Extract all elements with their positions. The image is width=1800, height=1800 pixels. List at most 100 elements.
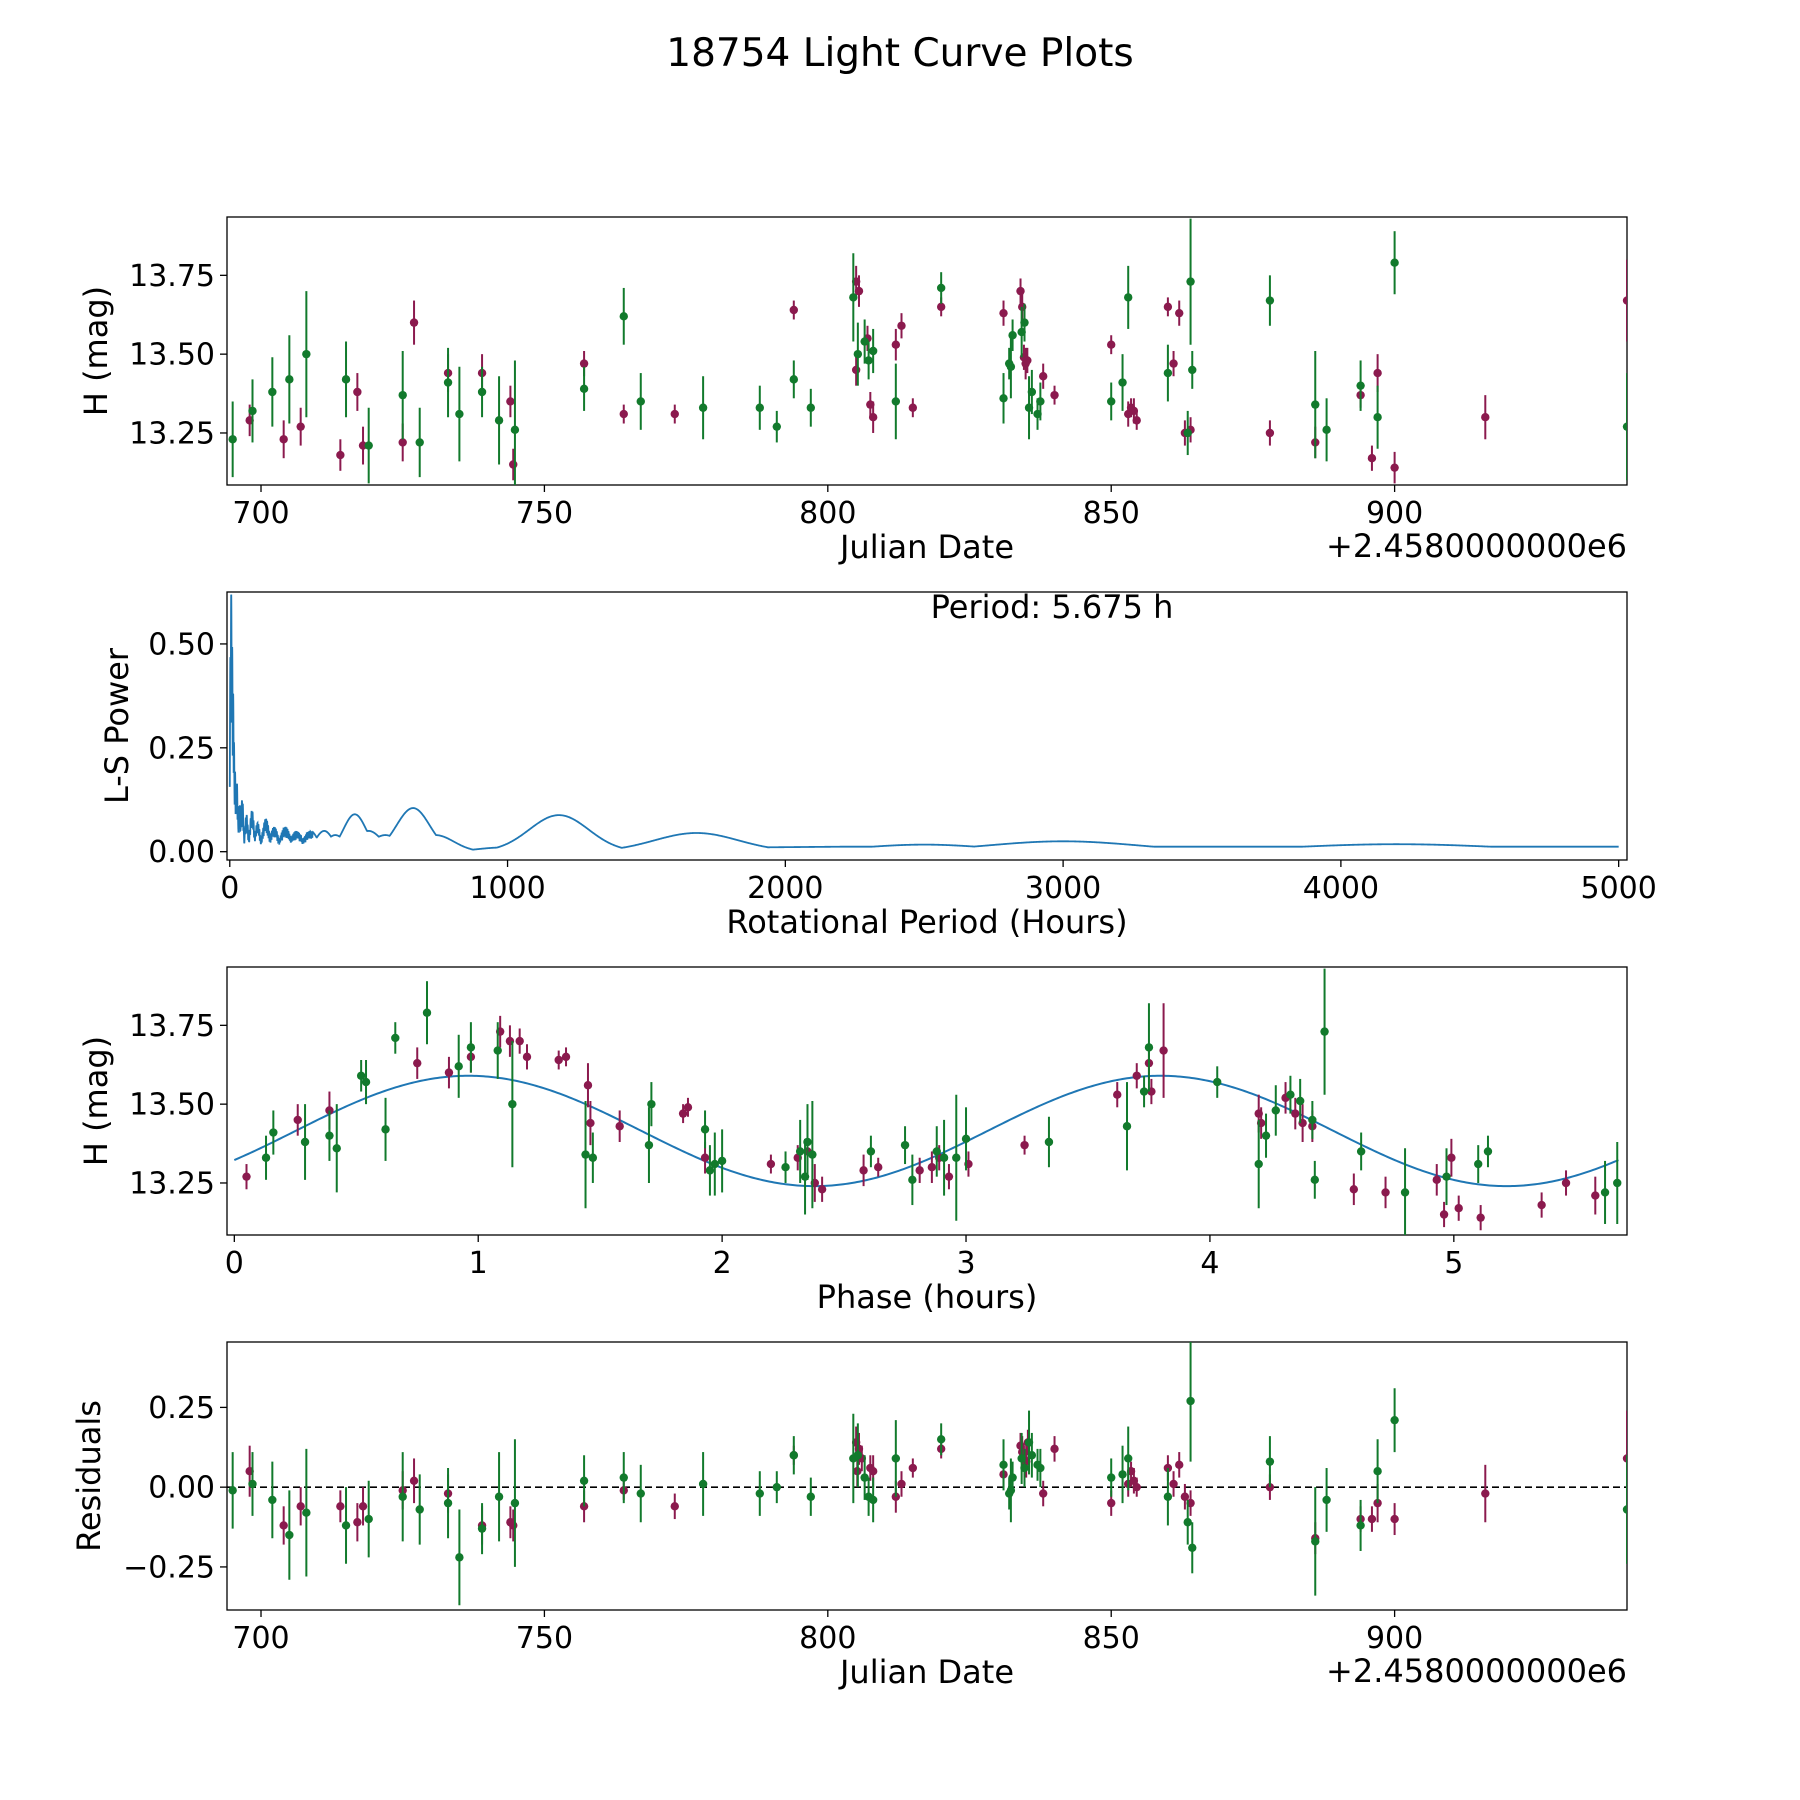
data-point [1311, 1537, 1320, 1546]
data-point [1163, 368, 1173, 378]
data-point [1008, 1473, 1017, 1482]
data-point [944, 1172, 954, 1181]
data-point [579, 384, 589, 394]
data-point [398, 438, 407, 447]
data-point [644, 1140, 654, 1150]
data-point [1390, 463, 1399, 472]
data-point [849, 293, 858, 302]
data-point [510, 1498, 520, 1508]
data-point [444, 1068, 454, 1077]
residuals-offset-text: +2.4580000000e6 [1326, 1652, 1627, 1690]
data-point [242, 1172, 251, 1181]
lightcurve-xtick-label: 700 [232, 496, 289, 531]
data-point [1265, 1457, 1275, 1466]
data-point [781, 1163, 790, 1172]
data-point [860, 337, 869, 346]
data-point [1622, 1454, 1627, 1463]
phased-frame [226, 966, 1628, 1236]
data-point [353, 1518, 362, 1527]
data-point [554, 1055, 563, 1065]
data-point [1027, 1451, 1037, 1460]
data-point [1286, 1090, 1295, 1099]
data-point [494, 416, 504, 425]
residuals-ticks: 700 750 800 850 900 −0.25 0.00 0.25 [123, 1391, 1423, 1656]
data-point [1183, 428, 1192, 438]
data-point [1124, 1454, 1133, 1463]
data-point [1027, 387, 1037, 397]
data-point [897, 1479, 906, 1489]
data-point [952, 1153, 961, 1162]
data-point [700, 1125, 710, 1134]
data-point [891, 340, 901, 349]
data-point [860, 1473, 869, 1482]
data-point [1107, 397, 1116, 406]
data-point [868, 1495, 878, 1505]
figure-title: 18754 Light Curve Plots [666, 31, 1133, 76]
data-point [510, 425, 520, 435]
data-point [936, 283, 946, 293]
data-point [1180, 1492, 1190, 1501]
data-point [1537, 1200, 1546, 1210]
data-point [1175, 308, 1184, 318]
data-point [891, 1454, 901, 1463]
data-point [1144, 1043, 1154, 1052]
data-point [1038, 1489, 1048, 1498]
data-point [1474, 1159, 1483, 1169]
data-point [583, 1081, 593, 1090]
data-point [1622, 296, 1627, 305]
data-point [1044, 1137, 1054, 1147]
data-point [293, 1115, 302, 1125]
data-point [454, 1062, 463, 1071]
data-point [300, 1137, 310, 1147]
data-point [1476, 1213, 1485, 1222]
data-point [228, 435, 237, 444]
phased-xtick-label: 0 [225, 1246, 244, 1281]
data-point [1265, 1482, 1275, 1492]
periodogram-xtick-label: 5000 [1580, 871, 1656, 906]
data-point [248, 406, 257, 416]
data-point [268, 387, 277, 397]
data-point [248, 1479, 257, 1489]
data-point [1447, 1153, 1456, 1162]
data-point [1591, 1191, 1600, 1200]
phased-xtick-label: 3 [956, 1246, 975, 1281]
residuals-xtick-label: 850 [1083, 1621, 1140, 1656]
data-point [364, 441, 373, 450]
data-point [864, 356, 873, 365]
data-point [1308, 1115, 1317, 1125]
data-point [1020, 1463, 1029, 1473]
data-point [698, 403, 708, 412]
data-point [936, 1435, 946, 1444]
data-point [1381, 1188, 1390, 1197]
phased-ytick-label: 13.25 [129, 1166, 215, 1201]
residuals-panel: 700 750 800 850 900 −0.25 0.00 0.25 Julian Date… [70, 1341, 1628, 1691]
data-point [1373, 1467, 1382, 1476]
data-point [269, 1128, 278, 1137]
periodogram-curve [228, 594, 1619, 851]
data-point [415, 1505, 424, 1514]
data-point [522, 1052, 532, 1062]
data-point [698, 1479, 708, 1489]
model-fit-curve [233, 1074, 1619, 1188]
phased-xtick-label: 2 [713, 1246, 732, 1281]
data-point [891, 397, 901, 406]
data-point [900, 1140, 910, 1150]
data-point [261, 1153, 271, 1162]
data-point [1454, 1204, 1463, 1213]
lightcurve-marks [228, 218, 1627, 485]
data-point [302, 1508, 311, 1517]
periodogram-xtick-label: 2000 [747, 871, 823, 906]
data-point [1006, 362, 1016, 371]
data-point [1349, 1185, 1359, 1194]
data-point [927, 1163, 937, 1172]
data-point [1600, 1188, 1610, 1197]
data-point [897, 321, 906, 330]
data-point [1183, 1518, 1192, 1527]
lightcurve-xtick-label: 750 [516, 496, 573, 531]
data-point [1124, 293, 1133, 302]
data-point [279, 1521, 288, 1530]
data-point [1322, 1495, 1331, 1505]
data-point [936, 302, 946, 312]
periodogram-xtick-label: 3000 [1025, 871, 1101, 906]
data-point [1261, 1131, 1271, 1140]
